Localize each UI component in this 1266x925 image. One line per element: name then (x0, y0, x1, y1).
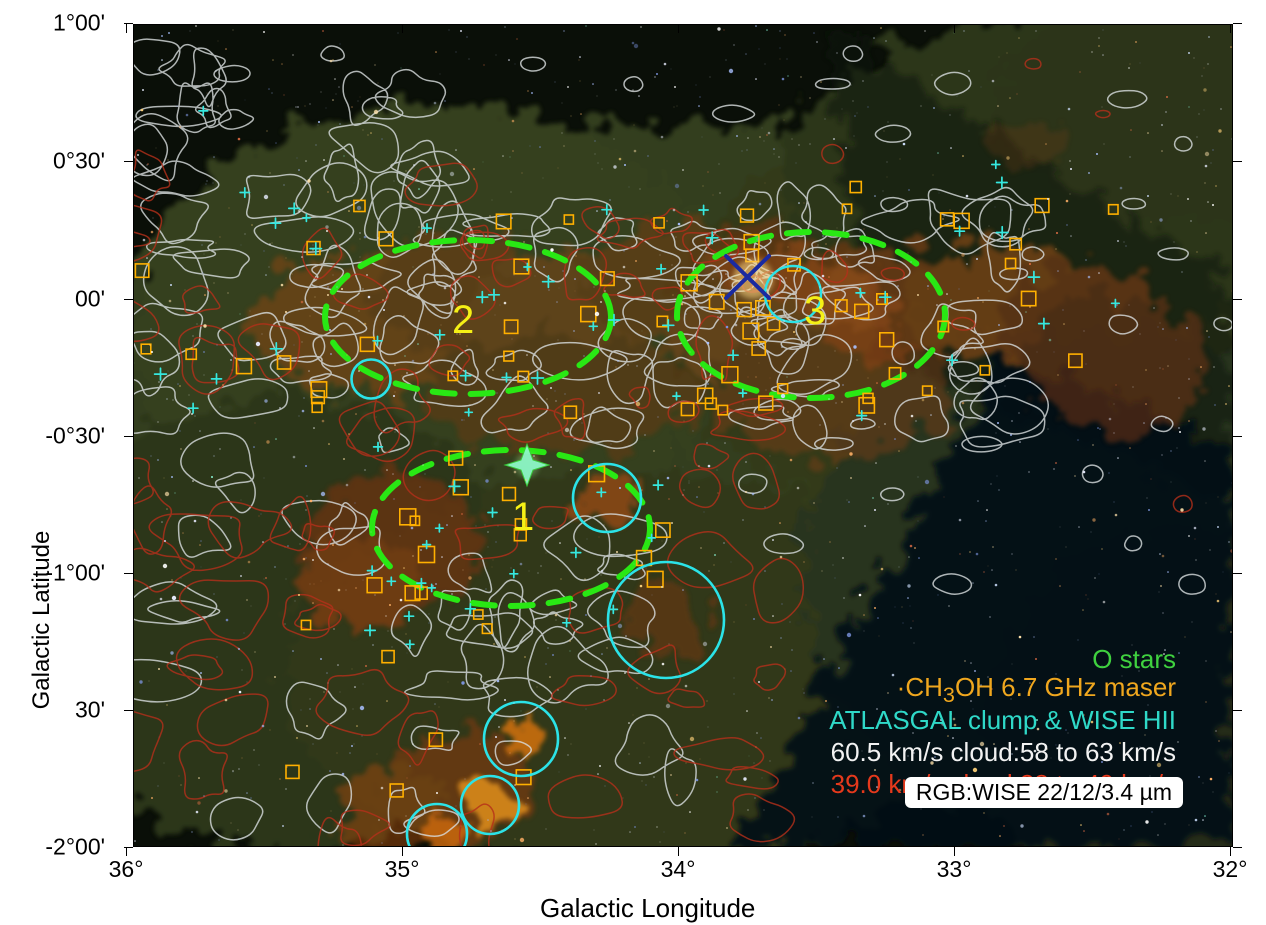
svg-text:3: 3 (804, 289, 826, 333)
svg-text:1: 1 (512, 495, 534, 539)
svg-text:2: 2 (452, 298, 474, 342)
